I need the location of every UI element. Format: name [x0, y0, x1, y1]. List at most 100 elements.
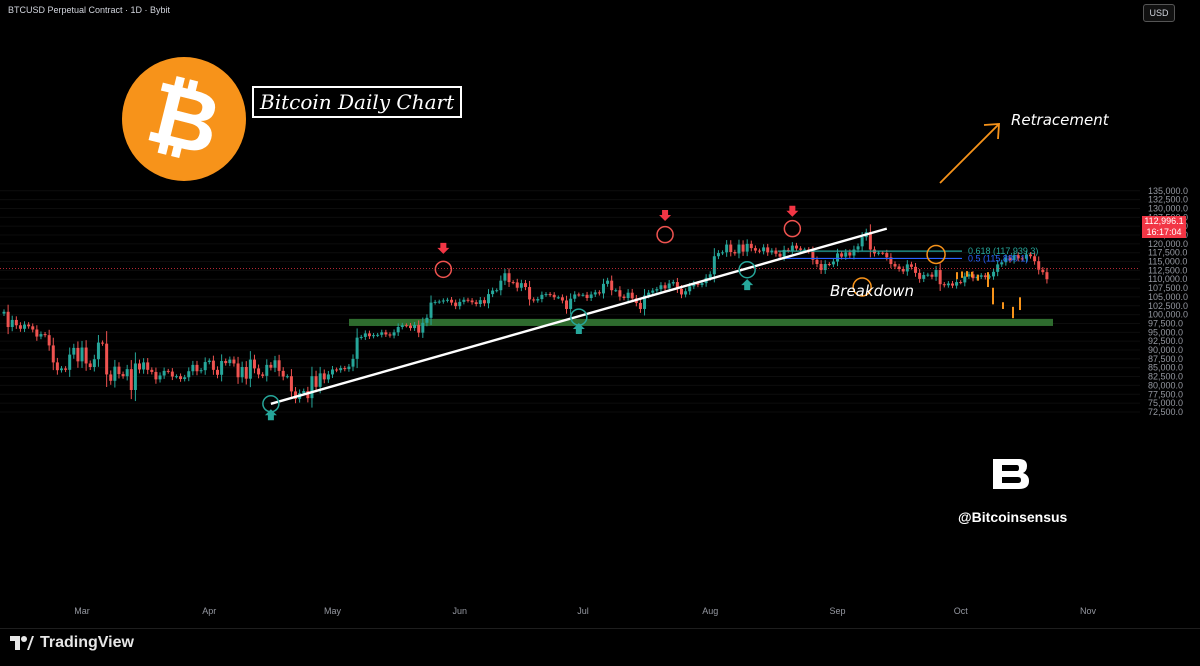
- candle-body: [946, 283, 950, 286]
- candle-body: [1004, 257, 1008, 263]
- candle-body: [905, 264, 909, 272]
- candle-body: [310, 376, 314, 399]
- footer-bar: [0, 628, 1200, 666]
- candle-body: [474, 302, 478, 305]
- y-tick-label: 82,500.0: [1148, 372, 1183, 382]
- arrow-down-icon: [786, 205, 799, 217]
- candle-body: [638, 302, 642, 309]
- candle-body: [326, 374, 330, 380]
- candle-body: [137, 363, 141, 370]
- pivot-circle: [852, 277, 872, 297]
- pivot-circle: [738, 260, 756, 279]
- candle-body: [154, 371, 158, 380]
- candle-body: [92, 359, 96, 368]
- candle-body: [528, 287, 532, 300]
- candle-body: [121, 374, 125, 377]
- candle-body: [1037, 261, 1041, 270]
- y-tick-label: 97,500.0: [1148, 318, 1183, 328]
- arrow-up-icon: [264, 409, 277, 421]
- candle-body: [339, 368, 343, 371]
- candle-body: [318, 373, 322, 387]
- candle-body: [458, 301, 462, 307]
- y-tick-label: 135,000.0: [1148, 186, 1188, 196]
- candle-body: [684, 291, 688, 295]
- candle-body: [199, 370, 203, 372]
- candle-body: [392, 332, 396, 336]
- candle-body: [228, 359, 232, 364]
- candle-body: [860, 237, 864, 247]
- candle-body: [191, 364, 195, 372]
- candle-body: [515, 282, 519, 288]
- candle-body: [511, 282, 515, 284]
- candle-body: [158, 375, 162, 380]
- candle-body: [363, 333, 367, 337]
- candle-body: [844, 252, 848, 257]
- candle-body: [236, 363, 240, 378]
- arrow-up-icon: [572, 322, 585, 334]
- candle-body: [23, 324, 27, 329]
- candle-body: [983, 275, 987, 278]
- candle-body: [577, 294, 581, 296]
- candle-body: [51, 345, 55, 363]
- candle-body: [647, 292, 651, 296]
- candle-body: [675, 282, 679, 289]
- candle-body: [626, 292, 630, 298]
- arrow-down-icon: [659, 210, 672, 222]
- retracement-label: Retracement: [1011, 111, 1109, 129]
- candle-body: [696, 283, 700, 285]
- candle-body: [59, 368, 63, 371]
- candle-body: [248, 359, 252, 379]
- candle-body: [565, 300, 569, 309]
- candle-body: [827, 264, 831, 266]
- y-tick-label: 80,000.0: [1148, 380, 1183, 390]
- candle-body: [445, 299, 449, 301]
- candle-body: [408, 325, 412, 329]
- candle-body: [799, 248, 803, 250]
- candle-body: [544, 294, 548, 296]
- candle-body: [1000, 262, 1004, 265]
- candle-body: [610, 280, 614, 291]
- candle-body: [663, 285, 667, 289]
- candle-body: [174, 376, 178, 378]
- candle-body: [1016, 255, 1020, 259]
- candle-body: [745, 243, 749, 252]
- candle-body: [573, 294, 577, 299]
- candle-body: [762, 247, 766, 252]
- tradingview-logo[interactable]: TradingView: [10, 634, 134, 652]
- pivot-circle: [926, 244, 946, 265]
- candle-body: [815, 259, 819, 265]
- arrow-up-icon: [741, 279, 754, 291]
- candle-body: [376, 334, 380, 336]
- x-tick-label: Jun: [453, 606, 468, 616]
- y-tick-label: 115,000.0: [1148, 257, 1187, 267]
- candle-body: [959, 282, 963, 284]
- candle-body: [170, 371, 174, 377]
- y-tick-label: 120,000.0: [1148, 239, 1188, 249]
- candle-body: [499, 280, 503, 291]
- candle-body: [285, 376, 289, 378]
- candle-body: [556, 297, 560, 299]
- candle-body: [433, 301, 437, 303]
- candle-body: [692, 283, 696, 287]
- candle-body: [1024, 254, 1028, 259]
- bitcoin-logo: ₿: [122, 57, 246, 181]
- candle-body: [581, 294, 585, 296]
- candle-body: [766, 247, 770, 253]
- y-tick-label: 117,500.0: [1148, 248, 1187, 258]
- candle-body: [593, 292, 597, 295]
- tradingview-icon: [10, 636, 34, 650]
- candle-body: [811, 251, 815, 260]
- y-tick-label: 102,500.0: [1148, 301, 1188, 311]
- candle-body: [967, 274, 971, 277]
- y-tick-label: 112,500.0: [1148, 265, 1187, 275]
- candle-body: [211, 360, 215, 370]
- candle-body: [725, 244, 729, 253]
- candle-body: [35, 329, 39, 337]
- currency-button[interactable]: USD: [1143, 4, 1175, 22]
- candle-body: [519, 283, 523, 288]
- pivot-circle: [434, 260, 453, 279]
- candle-body: [1041, 269, 1045, 273]
- trendline: [270, 227, 888, 405]
- candle-body: [10, 319, 14, 328]
